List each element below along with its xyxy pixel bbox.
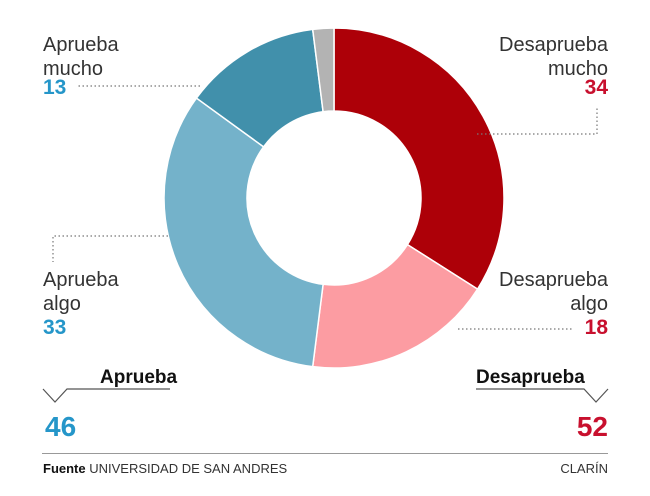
slice-aprueba-algo bbox=[163, 97, 324, 368]
label-aprueba-algo-line2: algo bbox=[43, 293, 81, 315]
slice-desaprueba-algo bbox=[311, 243, 479, 369]
desaprueba-bracket bbox=[476, 388, 609, 403]
value-aprueba-algo: 33 bbox=[43, 316, 67, 339]
source-label: Fuente bbox=[43, 461, 86, 476]
donut-slices bbox=[163, 27, 505, 369]
leader-lines bbox=[52, 85, 598, 330]
footer-divider bbox=[42, 453, 608, 454]
total-aprueba: 46 bbox=[45, 411, 77, 442]
source-text: UNIVERSIDAD DE SAN ANDRES bbox=[89, 461, 288, 476]
label-desaprueba-algo: Desaprueba algo bbox=[499, 268, 608, 316]
total-desaprueba: 52 bbox=[576, 411, 608, 442]
label-aprueba-algo-line1: Aprueba bbox=[43, 269, 119, 291]
footer-source: Fuente UNIVERSIDAD DE SAN ANDRES bbox=[43, 461, 287, 477]
slice-desaprueba-mucho bbox=[333, 27, 505, 291]
slice-sin-respuesta bbox=[311, 27, 335, 113]
label-desaprueba-mucho-line2: mucho bbox=[547, 58, 608, 80]
footer-credit: CLARÍN bbox=[560, 461, 608, 476]
value-desaprueba-algo: 18 bbox=[584, 316, 608, 339]
label-desaprueba-mucho: Desaprueba mucho bbox=[499, 33, 608, 81]
label-desaprueba-algo-line1: Desaprueba bbox=[499, 269, 608, 291]
label-desaprueba-mucho-line1: Desaprueba bbox=[499, 34, 608, 56]
value-desaprueba-mucho: 34 bbox=[584, 76, 608, 99]
group-brackets bbox=[42, 388, 609, 403]
leader-desaprueba-mucho bbox=[477, 107, 598, 135]
label-aprueba-mucho: Aprueba mucho bbox=[43, 33, 119, 81]
aprueba-bracket bbox=[42, 388, 170, 403]
label-aprueba-mucho-line2: mucho bbox=[43, 58, 104, 80]
label-aprueba-algo: Aprueba algo bbox=[43, 268, 119, 316]
value-aprueba-mucho: 13 bbox=[43, 76, 67, 99]
label-aprueba-mucho-line1: Aprueba bbox=[43, 34, 119, 56]
leader-aprueba-algo bbox=[52, 235, 168, 262]
label-desaprueba-algo-line2: algo bbox=[570, 293, 608, 315]
group-desaprueba-label: Desaprueba bbox=[476, 367, 585, 388]
group-aprueba-label: Aprueba bbox=[100, 367, 178, 388]
